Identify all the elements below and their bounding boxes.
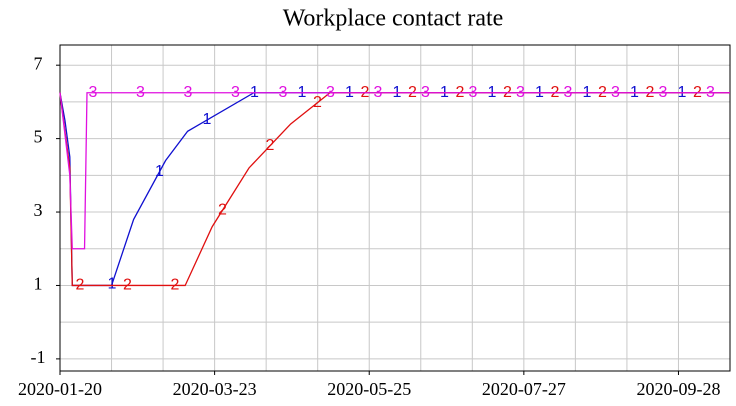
series-line xyxy=(59,92,730,250)
series-marker: 3 xyxy=(564,84,573,101)
series-marker: 3 xyxy=(184,84,193,101)
series-marker: 3 xyxy=(326,84,335,101)
series-marker: 2 xyxy=(76,277,85,294)
chart-title: Workplace contact rate xyxy=(283,6,504,32)
series-marker: 3 xyxy=(279,84,288,101)
x-tick-label: 2020-03-23 xyxy=(173,379,257,399)
series-marker: 3 xyxy=(89,84,98,101)
series-marker: 2 xyxy=(313,94,322,111)
series-line xyxy=(59,92,730,287)
series-marker: 3 xyxy=(611,84,620,101)
x-tick-label: 2020-05-25 xyxy=(327,379,411,399)
series-marker: 2 xyxy=(266,137,275,154)
series-marker: 3 xyxy=(231,84,240,101)
series-marker: 2 xyxy=(218,201,227,218)
y-tick-label: 7 xyxy=(34,53,43,73)
y-tick-label: 3 xyxy=(34,200,43,220)
series-marker: 2 xyxy=(171,277,180,294)
series-marker: 3 xyxy=(469,84,478,101)
series-marker: 1 xyxy=(155,163,164,180)
plot-frame xyxy=(59,44,731,372)
y-tick-label: 5 xyxy=(34,127,43,147)
x-tick-label: 2020-07-27 xyxy=(482,379,566,399)
x-tick-label: 2020-01-20 xyxy=(18,379,102,399)
x-tick-label: 2020-09-28 xyxy=(636,379,720,399)
y-tick-label: 1 xyxy=(34,274,43,294)
series-marker: 3 xyxy=(516,84,525,101)
series-marker: 2 xyxy=(123,277,132,294)
series-marker: 3 xyxy=(659,84,668,101)
series-marker: 1 xyxy=(108,275,117,292)
series-marker: 3 xyxy=(374,84,383,101)
series-marker: 3 xyxy=(136,84,145,101)
series-marker: 1 xyxy=(203,111,212,128)
series-marker: 3 xyxy=(421,84,430,101)
y-tick-label: -1 xyxy=(31,347,46,367)
series-marker: 3 xyxy=(706,84,715,101)
